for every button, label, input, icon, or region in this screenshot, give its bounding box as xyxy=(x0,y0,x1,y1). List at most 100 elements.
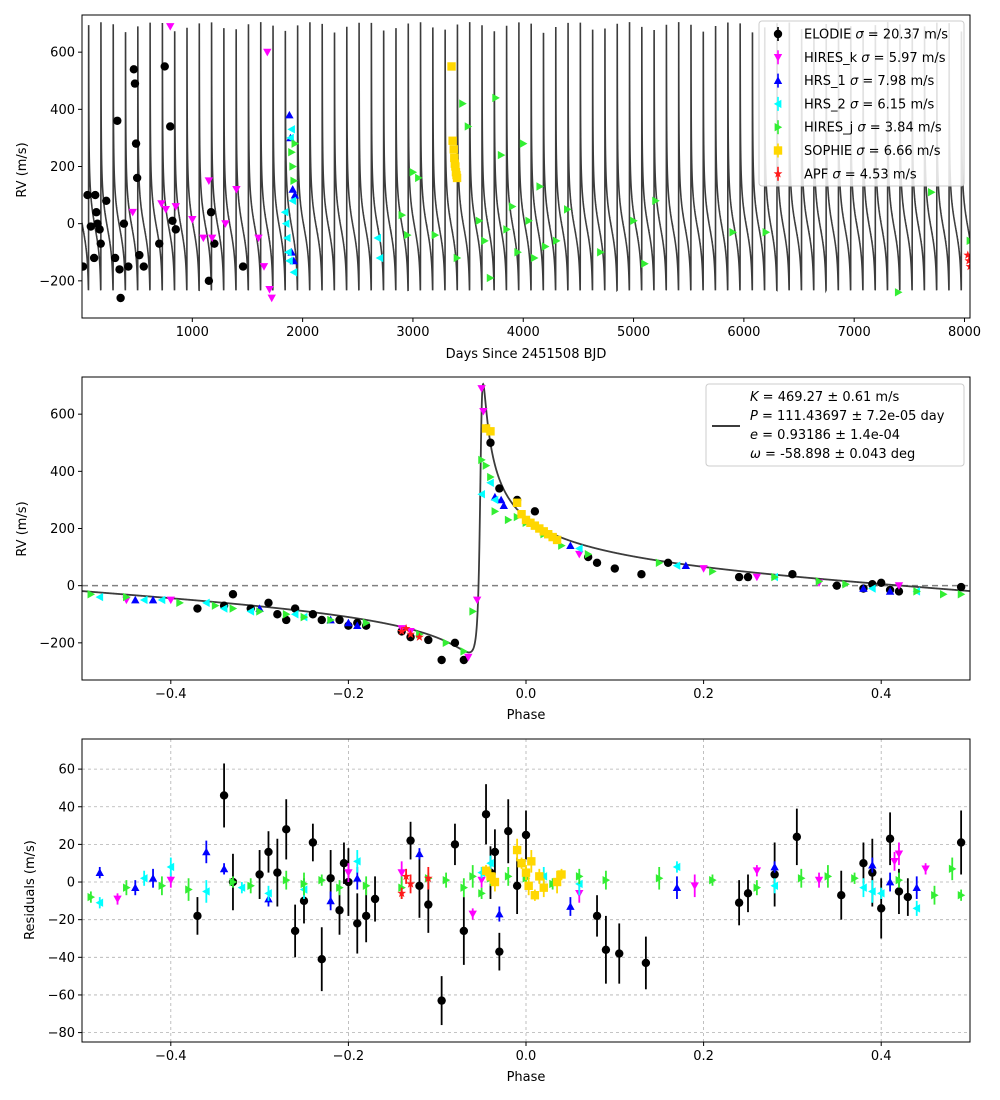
time-series-point-hires_j xyxy=(431,230,440,240)
residuals-point-hires_j xyxy=(442,875,451,885)
residuals-point-hrs_2 xyxy=(202,887,210,896)
time-series-point-hrs_2 xyxy=(373,233,381,243)
time-series-point-hrs_2 xyxy=(375,253,384,263)
phased-point-hrs_2 xyxy=(157,595,166,605)
phased-point-apf xyxy=(415,632,424,641)
phased-point-elodie xyxy=(877,578,886,588)
residuals-point-hires_j xyxy=(575,872,584,881)
phased-point-hires_j xyxy=(842,580,850,589)
phased-point-hires_j xyxy=(87,590,96,599)
residuals-point-hrs_2 xyxy=(237,883,246,892)
time-series-point-elodie xyxy=(86,222,96,231)
phased-point-hires_j xyxy=(584,550,593,559)
residuals-point-hires_j xyxy=(753,883,762,892)
residuals-point-hrs_1 xyxy=(202,847,211,856)
residuals-point-sophie xyxy=(557,870,566,879)
time-series-y-tick-label: 400 xyxy=(50,103,75,118)
phased-point-elodie xyxy=(437,655,446,665)
phased-point-hrs_2 xyxy=(672,561,681,570)
time-series-y-tick-label: −200 xyxy=(39,274,75,289)
phased-point-hires_j xyxy=(282,610,291,619)
time-series-x-tick-label: 7000 xyxy=(838,325,871,340)
residuals-point-hires_k xyxy=(890,857,899,866)
residuals-x-tick-label: 0.2 xyxy=(693,1049,714,1064)
phased-point-elodie xyxy=(788,570,797,579)
time-series-point-hires_j xyxy=(525,216,533,226)
residuals-point-hrs_2 xyxy=(486,859,494,868)
residuals-point-elodie xyxy=(734,898,744,907)
residuals-point-hrs_1 xyxy=(566,902,575,910)
time-series-point-apf xyxy=(964,256,970,265)
phased-point-hrs_1 xyxy=(344,618,353,627)
residuals-point-hrs_2 xyxy=(166,862,175,872)
time-series-point-hires_j xyxy=(530,253,539,263)
time-series-plot-content xyxy=(82,22,970,303)
legend-item-sophie: SOPHIE σ = 6.66 m/s xyxy=(773,143,941,159)
legend-marker-elodie xyxy=(773,29,783,39)
residuals-point-hires_k xyxy=(344,869,353,877)
residuals-point-elodie xyxy=(615,949,624,958)
time-series-point-hires_k xyxy=(207,234,217,243)
phased-point-elodie xyxy=(832,581,841,590)
time-series-point-sophie xyxy=(448,136,457,145)
residuals-y-tick-label: −60 xyxy=(48,988,75,1003)
time-series-point-elodie xyxy=(206,208,216,217)
time-series-point-hires_j xyxy=(928,188,936,197)
phased-point-hires_j xyxy=(176,598,184,608)
residuals-point-hrs_1 xyxy=(415,849,424,858)
residuals-point-elodie xyxy=(308,838,318,847)
time-series-point-elodie xyxy=(115,265,124,274)
residuals-series-apf xyxy=(397,866,433,899)
phased-point-elodie xyxy=(193,604,202,613)
residuals-point-hires_j xyxy=(709,875,717,885)
time-series-point-hires_k xyxy=(265,286,274,294)
legend-label-hrs_1: HRS_1 σ = 7.98 m/s xyxy=(804,74,934,89)
time-series-point-hires_j xyxy=(398,210,407,220)
residuals-point-hires_j xyxy=(87,892,96,902)
phased-point-sophie xyxy=(530,521,540,530)
time-series-point-hires_j xyxy=(486,273,495,283)
time-series-point-elodie xyxy=(83,190,92,200)
residuals-xlabel: Phase xyxy=(507,1070,546,1085)
residuals-point-hires_k xyxy=(752,867,762,875)
residuals-point-sophie xyxy=(512,845,522,855)
residuals-point-hires_j xyxy=(158,881,167,890)
phased-x-tick-label: 0.0 xyxy=(516,687,537,702)
phased-point-elodie xyxy=(424,635,433,645)
phased-point-sophie xyxy=(481,424,491,433)
residuals-point-sophie xyxy=(521,868,531,877)
legend-item-elodie: ELODIE σ = 20.37 m/s xyxy=(773,27,948,43)
residuals-point-elodie xyxy=(339,859,349,868)
time-series-point-hires_k xyxy=(128,208,137,217)
phased-point-hires_j xyxy=(482,461,491,470)
phased-point-hires_j xyxy=(123,592,131,602)
time-series-point-hires_j xyxy=(514,248,522,257)
time-series-series-elodie xyxy=(82,62,248,303)
time-series-x-tick-label: 8000 xyxy=(948,325,981,340)
time-series-point-hires_j xyxy=(453,253,462,263)
time-series-point-hires_k xyxy=(259,263,269,271)
phased-point-elodie xyxy=(264,598,273,608)
time-series-point-hires_j xyxy=(597,248,605,257)
time-series-panel: Days Since 2451508 BJD RV (m/s) 1000 2000… xyxy=(15,14,981,362)
phased-point-hires_j xyxy=(442,638,451,648)
time-series-y-tick-label: 0 xyxy=(67,217,75,232)
residuals-point-sophie xyxy=(486,872,495,881)
phased-point-hires_j xyxy=(815,577,824,586)
legend-frame xyxy=(758,20,965,187)
time-series-point-elodie xyxy=(139,262,148,271)
time-series-point-elodie xyxy=(82,262,88,271)
phased-point-sophie xyxy=(535,524,544,533)
residuals-point-hrs_2 xyxy=(353,857,361,866)
residuals-point-hrs_1 xyxy=(885,877,895,886)
phased-point-hires_j xyxy=(913,587,921,596)
residuals-point-hires_j xyxy=(247,881,255,890)
time-series-x-tick-label: 6000 xyxy=(727,325,760,340)
time-series-point-elodie xyxy=(131,139,141,148)
phased-point-elodie xyxy=(495,484,504,493)
phased-point-sophie xyxy=(548,532,557,542)
residuals-point-sophie xyxy=(535,872,544,881)
time-series-point-hires_j xyxy=(459,99,467,108)
residuals-point-elodie xyxy=(837,891,846,900)
time-series-point-elodie xyxy=(204,276,214,286)
